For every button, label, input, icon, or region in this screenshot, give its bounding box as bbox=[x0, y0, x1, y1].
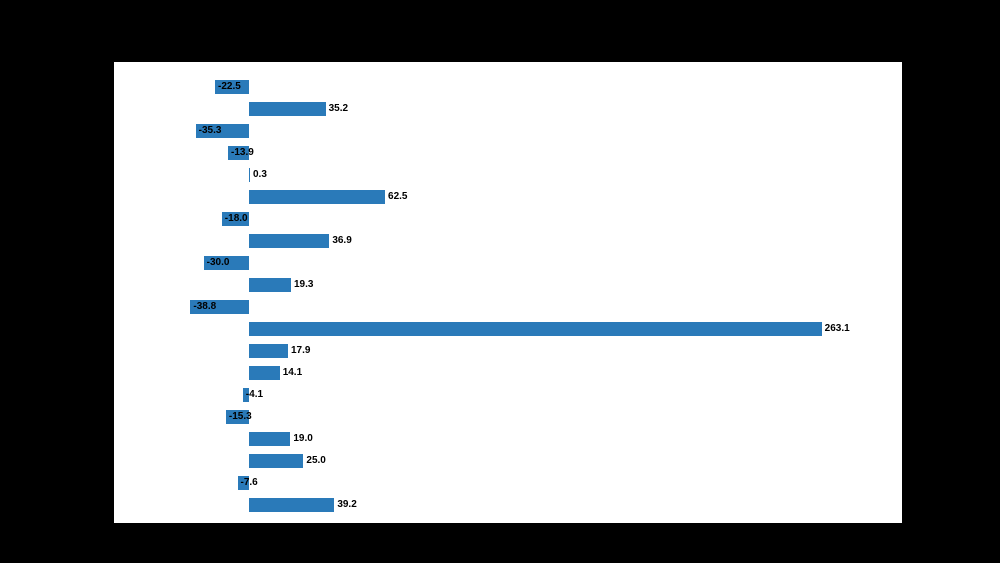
y-axis-line bbox=[113, 62, 114, 524]
bar-value-label: -30.0 bbox=[207, 258, 230, 268]
bar-value-label: 36.9 bbox=[332, 236, 351, 246]
bar-value-label: 14.1 bbox=[283, 368, 302, 378]
bar-value-label: 263.1 bbox=[825, 324, 850, 334]
chart-plot-area: -22.5 35.2 -35.3 -13.9 0.3 62.5 -18.0 36.9 -30.0… bbox=[113, 62, 902, 524]
bar-value-label: 17.9 bbox=[291, 346, 310, 356]
bar bbox=[249, 168, 250, 182]
stage: -22.5 35.2 -35.3 -13.9 0.3 62.5 -18.0 36.9 -30.0… bbox=[0, 0, 1000, 563]
bar-value-label: -7.6 bbox=[241, 478, 258, 488]
bar-value-label: 19.0 bbox=[293, 434, 312, 444]
bar-value-label: 62.5 bbox=[388, 192, 407, 202]
bar bbox=[249, 344, 288, 358]
bar-value-label: 25.0 bbox=[306, 456, 325, 466]
bar-value-label: -38.8 bbox=[193, 302, 216, 312]
bar bbox=[249, 278, 291, 292]
bar-value-label: -4.1 bbox=[246, 390, 263, 400]
bar bbox=[249, 432, 290, 446]
bar-value-label: 0.3 bbox=[253, 170, 267, 180]
bar bbox=[249, 498, 334, 512]
bar-value-label: -15.3 bbox=[229, 412, 252, 422]
bar bbox=[249, 322, 822, 336]
bar-value-label: 19.3 bbox=[294, 280, 313, 290]
bar-value-label: -22.5 bbox=[218, 82, 241, 92]
bar-value-label: 39.2 bbox=[337, 500, 356, 510]
bar bbox=[249, 190, 385, 204]
x-axis-line bbox=[113, 523, 902, 524]
bar-value-label: -35.3 bbox=[199, 126, 222, 136]
bar-value-label: 35.2 bbox=[329, 104, 348, 114]
bar-value-label: -18.0 bbox=[225, 214, 248, 224]
bar bbox=[249, 234, 329, 248]
bar bbox=[249, 454, 303, 468]
bar bbox=[249, 366, 280, 380]
bar-value-label: -13.9 bbox=[231, 148, 254, 158]
bar bbox=[249, 102, 326, 116]
